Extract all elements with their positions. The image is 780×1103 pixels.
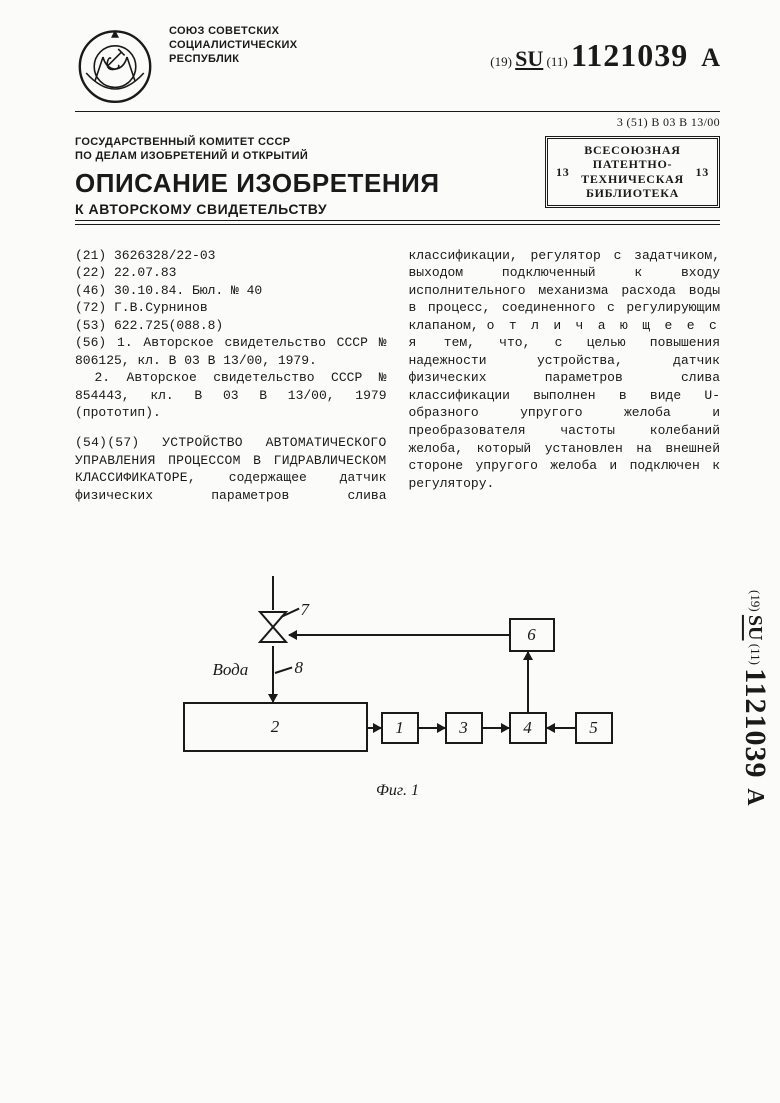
code19-label: (19)	[490, 54, 512, 69]
patent-number: (19) SU (11) 1121039 A	[490, 25, 720, 74]
figure-1: 7 Вода 8 2 1 3 4 5 6 Фиг. 1	[75, 564, 720, 800]
org-line: РЕСПУБЛИК	[169, 53, 476, 67]
org-name: СОЮЗ СОВЕТСКИХ СОЦИАЛИСТИЧЕСКИХ РЕСПУБЛИ…	[169, 25, 476, 66]
org-line: СОЮЗ СОВЕТСКИХ	[169, 25, 476, 39]
title-sub: К АВТОРСКОМУ СВИДЕТЕЛЬСТВУ	[75, 201, 529, 217]
abstract-post: тем, что, с целью повышения надежности у…	[409, 335, 721, 490]
org-line: СОЦИАЛИСТИЧЕСКИХ	[169, 39, 476, 53]
country-code: SU	[515, 46, 543, 71]
flow-line	[547, 727, 575, 729]
biblio-line: (53) 622.725(088.8)	[75, 317, 387, 335]
block-6: 6	[509, 618, 555, 652]
flow-line	[272, 576, 274, 610]
biblio-line: (56) 1. Авторское свидетельство СССР № 8…	[75, 334, 387, 369]
block-1: 1	[381, 712, 419, 744]
node-label-8: 8	[295, 658, 304, 678]
divider	[75, 224, 720, 225]
node-label-7: 7	[301, 600, 310, 620]
doc-number: 1121039	[571, 37, 688, 73]
biblio-line: (46) 30.10.84. Бюл. № 40	[75, 282, 387, 300]
patent-page: СОЮЗ СОВЕТСКИХ СОЦИАЛИСТИЧЕСКИХ РЕСПУБЛИ…	[0, 0, 780, 1103]
block-5: 5	[575, 712, 613, 744]
biblio-line: (21) 3626328/22-03	[75, 247, 387, 265]
stamp-mid: 13 ПАТЕНТНО- ТЕХНИЧЕСКАЯ 13	[556, 157, 709, 186]
block-2: 2	[183, 702, 368, 752]
block-label: 5	[589, 718, 598, 738]
org-block: СОЮЗ СОВЕТСКИХ СОЦИАЛИСТИЧЕСКИХ РЕСПУБЛИ…	[169, 25, 476, 66]
block-label: 1	[395, 718, 404, 738]
classification-code: 3 (51) В 03 В 13/00	[75, 115, 720, 130]
subheader: ГОСУДАРСТВЕННЫЙ КОМИТЕТ СССР ПО ДЕЛАМ ИЗ…	[75, 136, 720, 217]
stamp-line: ВСЕСОЮЗНАЯ	[556, 143, 709, 157]
biblio-line: 2. Авторское свидетельство СССР № 854443…	[75, 369, 387, 422]
block-label: 3	[459, 718, 468, 738]
flow-line	[419, 727, 445, 729]
code11-label: (11)	[748, 644, 763, 665]
divider	[75, 220, 720, 221]
committee-line: ГОСУДАРСТВЕННЫЙ КОМИТЕТ СССР	[75, 136, 529, 150]
title-main: ОПИСАНИЕ ИЗОБРЕТЕНИЯ	[75, 168, 529, 199]
biblio-line: (22) 22.07.83	[75, 264, 387, 282]
block-4: 4	[509, 712, 547, 744]
committee-line: ПО ДЕЛАМ ИЗОБРЕТЕНИЙ И ОТКРЫТИЙ	[75, 150, 529, 164]
abstract-codes: (54)(57)	[75, 435, 162, 450]
divider	[75, 111, 720, 112]
figure-caption: Фиг. 1	[75, 782, 720, 800]
block-label: 2	[271, 717, 280, 737]
code11-label: (11)	[547, 54, 568, 69]
water-label: Вода	[213, 660, 249, 680]
stamp-num: 13	[556, 165, 569, 179]
block-label: 4	[523, 718, 532, 738]
leader-line	[274, 667, 292, 674]
header: СОЮЗ СОВЕТСКИХ СОЦИАЛИСТИЧЕСКИХ РЕСПУБЛИ…	[75, 25, 720, 105]
flow-line	[272, 646, 274, 702]
side-patent-number: (19) SU (11) 1121039 A	[738, 590, 772, 806]
kind-code: A	[701, 43, 720, 72]
code19-label: (19)	[748, 590, 763, 612]
biblio-line: (72) Г.В.Сурнинов	[75, 299, 387, 317]
stamp-line: ТЕХНИЧЕСКАЯ	[569, 172, 695, 186]
block-3: 3	[445, 712, 483, 744]
committee-name: ГОСУДАРСТВЕННЫЙ КОМИТЕТ СССР ПО ДЕЛАМ ИЗ…	[75, 136, 529, 164]
flow-line	[368, 727, 381, 729]
flow-line	[289, 634, 509, 636]
body-text: (21) 3626328/22-03 (22) 22.07.83 (46) 30…	[75, 247, 720, 505]
kind-code: A	[742, 788, 768, 805]
flow-line	[483, 727, 509, 729]
doc-number: 1121039	[739, 668, 772, 778]
stamp-line: ПАТЕНТНО-	[569, 157, 695, 171]
block-diagram: 7 Вода 8 2 1 3 4 5 6	[183, 564, 613, 774]
state-emblem-icon	[75, 25, 155, 105]
library-stamp: ВСЕСОЮЗНАЯ 13 ПАТЕНТНО- ТЕХНИЧЕСКАЯ 13 Б…	[545, 136, 720, 208]
country-code: SU	[744, 615, 766, 641]
block-label: 6	[527, 625, 536, 645]
stamp-num: 13	[696, 165, 709, 179]
title-block: ОПИСАНИЕ ИЗОБРЕТЕНИЯ К АВТОРСКОМУ СВИДЕТ…	[75, 168, 529, 217]
flow-line	[527, 652, 529, 712]
stamp-line: БИБЛИОТЕКА	[556, 186, 709, 200]
